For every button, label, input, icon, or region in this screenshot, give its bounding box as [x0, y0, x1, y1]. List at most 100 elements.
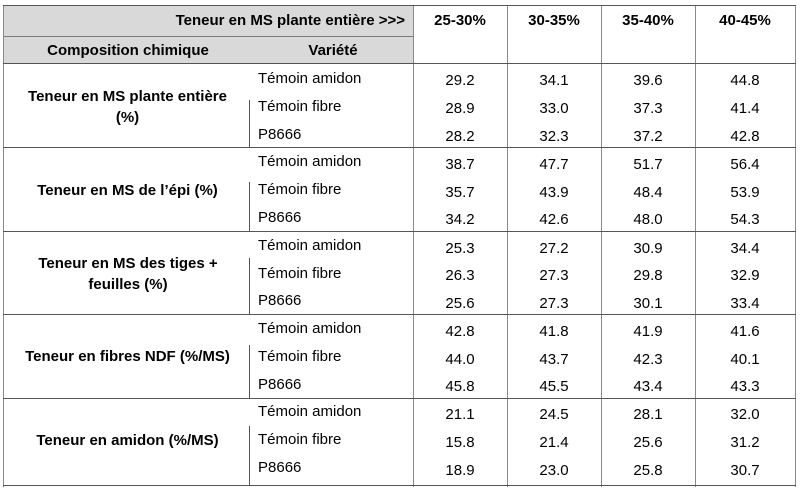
table-right-border — [795, 5, 796, 487]
value-cell: 54.3 — [730, 211, 760, 228]
header-inner-divider — [3, 36, 413, 37]
group-divider-2 — [3, 231, 796, 232]
value-cell: 34.2 — [445, 211, 475, 228]
value-cell: 31.2 — [730, 434, 760, 451]
value-cell: 18.9 — [445, 462, 475, 479]
variety-label: Témoin fibre — [258, 265, 342, 282]
group-title-2: Teneur en MS de l’épi (%) — [37, 182, 218, 199]
value-cell: 26.3 — [445, 267, 475, 284]
value-cell: 24.5 — [539, 406, 569, 423]
header-range-4: 40-45% — [719, 12, 771, 29]
value-cell: 28.9 — [445, 100, 475, 117]
header-composition-label: Composition chimique — [47, 42, 209, 59]
value-cell: 48.0 — [633, 211, 663, 228]
value-cell: 45.8 — [445, 378, 475, 395]
group-title-4: Teneur en fibres NDF (%/MS) — [25, 348, 230, 365]
value-cell: 44.8 — [730, 72, 760, 89]
group-title-5: Teneur en amidon (%/MS) — [36, 432, 219, 449]
col-divider-3 — [695, 5, 696, 487]
value-cell: 28.2 — [445, 128, 475, 145]
variety-label: P8666 — [258, 209, 302, 226]
col-divider-2 — [601, 5, 602, 487]
value-cell: 32.9 — [730, 267, 760, 284]
table-top-border — [3, 5, 796, 6]
value-cell: 42.3 — [633, 351, 663, 368]
table-bottom-border — [3, 485, 796, 486]
variety-label: Témoin fibre — [258, 181, 342, 198]
col-divider-1 — [507, 5, 508, 487]
value-cell: 42.6 — [539, 211, 569, 228]
value-cell: 38.7 — [445, 156, 475, 173]
value-cell: 27.3 — [539, 295, 569, 312]
value-cell: 48.4 — [633, 184, 663, 201]
value-cell: 43.4 — [633, 378, 663, 395]
value-cell: 27.3 — [539, 267, 569, 284]
value-cell: 44.0 — [445, 351, 475, 368]
group-divider-3 — [3, 314, 796, 315]
value-cell: 47.7 — [539, 156, 569, 173]
header-range-1: 25-30% — [434, 12, 486, 29]
header-variety-label: Variété — [308, 42, 358, 59]
value-cell: 41.8 — [539, 323, 569, 340]
value-cell: 29.8 — [633, 267, 663, 284]
value-cell: 27.2 — [539, 240, 569, 257]
variety-label: Témoin amidon — [258, 153, 362, 170]
value-cell: 53.9 — [730, 184, 760, 201]
value-cell: 23.0 — [539, 462, 569, 479]
value-cell: 33.0 — [539, 100, 569, 117]
value-cell: 41.9 — [633, 323, 663, 340]
variety-label: P8666 — [258, 126, 302, 143]
value-cell: 56.4 — [730, 156, 760, 173]
value-cell: 30.9 — [633, 240, 663, 257]
value-cell: 41.6 — [730, 323, 760, 340]
col-divider-varieties — [413, 5, 414, 487]
group-divider-1 — [3, 147, 796, 148]
variety-label: Témoin amidon — [258, 237, 362, 254]
variety-label: P8666 — [258, 292, 302, 309]
header-bottom-border — [3, 63, 796, 64]
value-cell: 39.6 — [633, 72, 663, 89]
value-cell: 32.0 — [730, 406, 760, 423]
value-cell: 33.4 — [730, 295, 760, 312]
group-title-3: Teneur en MS des tiges + feuilles (%) — [38, 255, 218, 293]
value-cell: 30.7 — [730, 462, 760, 479]
header-band — [3, 5, 413, 63]
value-cell: 43.7 — [539, 351, 569, 368]
group-divider-4 — [3, 398, 796, 399]
value-cell: 21.4 — [539, 434, 569, 451]
value-cell: 43.3 — [730, 378, 760, 395]
value-cell: 25.6 — [445, 295, 475, 312]
value-cell: 37.3 — [633, 100, 663, 117]
value-cell: 42.8 — [730, 128, 760, 145]
value-cell: 30.1 — [633, 295, 663, 312]
table-left-border — [3, 5, 4, 487]
header-top-label: Teneur en MS plante entière >>> — [175, 12, 405, 29]
value-cell: 15.8 — [445, 434, 475, 451]
value-cell: 37.2 — [633, 128, 663, 145]
value-cell: 29.2 — [445, 72, 475, 89]
value-cell: 25.8 — [633, 462, 663, 479]
value-cell: 35.7 — [445, 184, 475, 201]
value-cell: 42.8 — [445, 323, 475, 340]
group-title-1: Teneur en MS plante entière (%) — [28, 88, 227, 126]
variety-label: P8666 — [258, 376, 302, 393]
variety-label: Témoin fibre — [258, 98, 342, 115]
value-cell: 51.7 — [633, 156, 663, 173]
variety-separator-2 — [249, 182, 250, 231]
variety-separator-3 — [249, 258, 250, 314]
variety-label: Témoin amidon — [258, 70, 362, 87]
value-cell: 32.3 — [539, 128, 569, 145]
value-cell: 21.1 — [445, 406, 475, 423]
value-cell: 43.9 — [539, 184, 569, 201]
value-cell: 28.1 — [633, 406, 663, 423]
variety-separator-4 — [249, 345, 250, 398]
header-range-2: 30-35% — [528, 12, 580, 29]
variety-label: Témoin fibre — [258, 348, 342, 365]
value-cell: 34.1 — [539, 72, 569, 89]
value-cell: 40.1 — [730, 351, 760, 368]
value-cell: 41.4 — [730, 100, 760, 117]
value-cell: 25.3 — [445, 240, 475, 257]
variety-label: Témoin amidon — [258, 403, 362, 420]
variety-label: P8666 — [258, 459, 302, 476]
variety-label: Témoin amidon — [258, 320, 362, 337]
